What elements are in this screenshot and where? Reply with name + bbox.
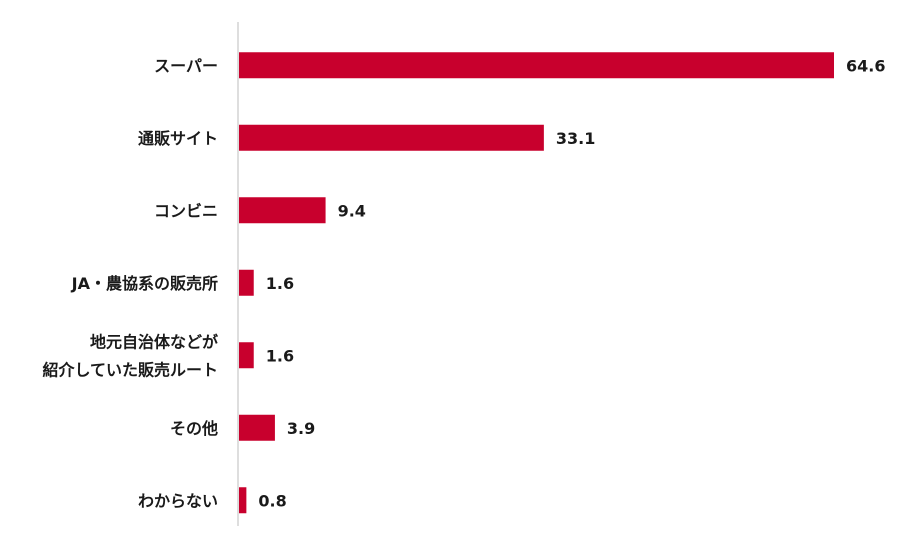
bar-6 [239,487,247,514]
bar-2 [239,197,326,224]
value-label-3: 1.6 [266,274,294,293]
value-labels-group: 64.6 33.1 9.4 1.6 1.6 3.9 0.8 [258,56,885,510]
category-label-6: わからない [138,491,218,510]
category-label-5: その他 [170,419,218,438]
value-label-5: 3.9 [287,419,315,438]
bar-3 [239,269,254,296]
value-label-6: 0.8 [258,491,286,510]
category-label-3: JA・農協系の販売所 [71,274,218,293]
value-label-4: 1.6 [266,346,294,365]
value-label-0: 64.6 [846,56,885,75]
bar-1 [239,124,544,151]
value-label-2: 9.4 [338,201,366,220]
bars-group [239,52,834,514]
category-label-1: 通販サイト [138,129,218,148]
bar-5 [239,414,275,441]
category-label-4-line-0: 地元自治体などが [90,332,218,351]
value-label-1: 33.1 [556,129,595,148]
category-label-4-line-1: 紹介していた販売ルート [42,360,218,379]
category-label-2: コンビニ [154,201,218,220]
bar-4 [239,342,254,369]
category-label-0: スーパー [154,56,218,75]
bar-0 [239,52,834,79]
